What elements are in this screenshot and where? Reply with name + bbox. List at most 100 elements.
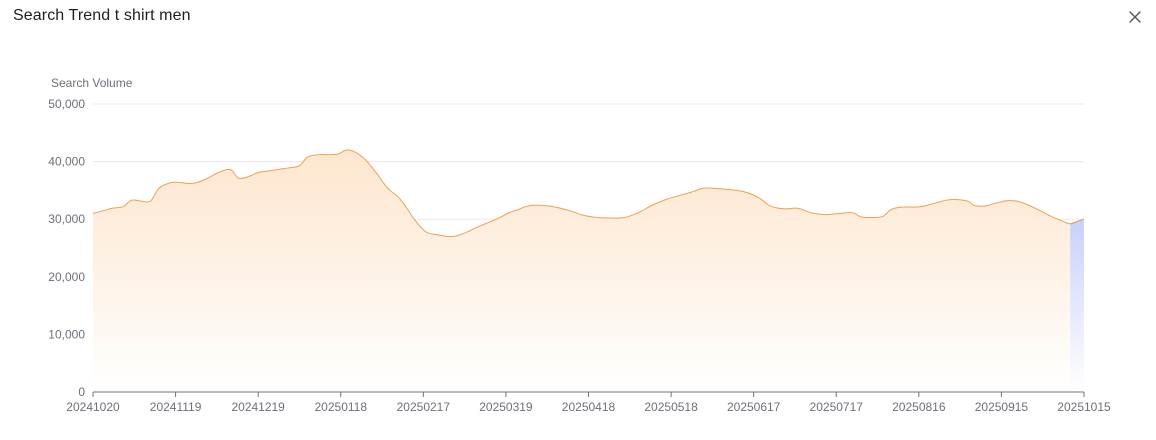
data-point[interactable] bbox=[994, 201, 998, 205]
data-point[interactable] bbox=[966, 199, 970, 203]
data-point[interactable] bbox=[344, 148, 348, 152]
data-point[interactable] bbox=[955, 198, 959, 202]
data-point[interactable] bbox=[474, 226, 478, 230]
data-point[interactable] bbox=[207, 176, 211, 180]
data-point[interactable] bbox=[397, 195, 401, 199]
data-point[interactable] bbox=[757, 196, 761, 200]
data-point[interactable] bbox=[881, 214, 885, 218]
close-icon bbox=[1129, 11, 1141, 23]
data-point[interactable] bbox=[248, 174, 252, 178]
data-point[interactable] bbox=[650, 203, 654, 207]
data-point[interactable] bbox=[595, 215, 599, 219]
data-point[interactable] bbox=[187, 181, 191, 185]
y-tick-label: 0 bbox=[78, 385, 85, 399]
data-point[interactable] bbox=[922, 204, 926, 208]
data-point[interactable] bbox=[91, 211, 95, 215]
data-point[interactable] bbox=[353, 150, 357, 154]
data-point[interactable] bbox=[496, 217, 500, 221]
data-point[interactable] bbox=[485, 221, 489, 225]
data-point[interactable] bbox=[622, 215, 626, 219]
data-point[interactable] bbox=[837, 211, 841, 215]
data-point[interactable] bbox=[567, 209, 571, 213]
data-point[interactable] bbox=[730, 188, 734, 192]
data-point[interactable] bbox=[229, 168, 233, 172]
data-point[interactable] bbox=[540, 203, 544, 207]
data-point[interactable] bbox=[386, 186, 390, 190]
data-point[interactable] bbox=[900, 205, 904, 209]
data-point[interactable] bbox=[1016, 199, 1020, 203]
x-tick-label: 20250319 bbox=[479, 400, 533, 414]
data-point[interactable] bbox=[870, 215, 874, 219]
data-point[interactable] bbox=[1038, 209, 1042, 213]
data-point[interactable] bbox=[149, 199, 153, 203]
data-point[interactable] bbox=[375, 171, 379, 175]
data-point[interactable] bbox=[553, 205, 557, 209]
data-point[interactable] bbox=[716, 187, 720, 191]
data-point[interactable] bbox=[176, 180, 180, 184]
data-point[interactable] bbox=[218, 170, 222, 174]
data-point[interactable] bbox=[851, 211, 855, 215]
data-point[interactable] bbox=[306, 155, 310, 159]
data-point[interactable] bbox=[526, 204, 530, 208]
data-point[interactable] bbox=[267, 169, 271, 173]
data-point[interactable] bbox=[286, 166, 290, 170]
data-point[interactable] bbox=[424, 230, 428, 234]
data-point[interactable] bbox=[110, 206, 114, 210]
data-point[interactable] bbox=[157, 186, 161, 190]
data-point[interactable] bbox=[1005, 199, 1009, 203]
data-point[interactable] bbox=[446, 234, 450, 238]
data-point[interactable] bbox=[465, 230, 469, 234]
close-button[interactable] bbox=[1124, 6, 1146, 28]
y-tick-label: 50,000 bbox=[48, 97, 85, 111]
x-tick-label: 20250118 bbox=[315, 400, 368, 414]
data-point[interactable] bbox=[972, 203, 976, 207]
data-point[interactable] bbox=[405, 206, 409, 210]
data-point[interactable] bbox=[889, 207, 893, 211]
data-point[interactable] bbox=[823, 213, 827, 217]
data-point[interactable] bbox=[364, 158, 368, 162]
data-point[interactable] bbox=[933, 201, 937, 205]
data-point[interactable] bbox=[636, 211, 640, 215]
data-point[interactable] bbox=[297, 164, 301, 168]
data-point[interactable] bbox=[743, 190, 747, 194]
x-tick-label: 20241219 bbox=[231, 400, 285, 414]
data-point[interactable] bbox=[413, 218, 417, 222]
data-point[interactable] bbox=[914, 205, 918, 209]
data-point[interactable] bbox=[691, 190, 695, 194]
data-point[interactable] bbox=[702, 186, 706, 190]
data-point[interactable] bbox=[168, 181, 172, 185]
data-point[interactable] bbox=[796, 206, 800, 210]
data-point[interactable] bbox=[809, 211, 813, 215]
data-point[interactable] bbox=[944, 198, 948, 202]
data-point[interactable] bbox=[664, 198, 668, 202]
data-point[interactable] bbox=[336, 152, 340, 156]
data-point[interactable] bbox=[196, 180, 200, 184]
data-point[interactable] bbox=[515, 208, 519, 212]
data-point[interactable] bbox=[768, 204, 772, 208]
data-point[interactable] bbox=[1049, 214, 1053, 218]
data-point[interactable] bbox=[102, 209, 106, 213]
data-point[interactable] bbox=[256, 171, 260, 175]
data-point[interactable] bbox=[1027, 203, 1031, 207]
data-point[interactable] bbox=[130, 198, 134, 202]
data-point[interactable] bbox=[581, 213, 585, 217]
data-point[interactable] bbox=[454, 234, 458, 238]
data-point[interactable] bbox=[1076, 219, 1080, 223]
data-point[interactable] bbox=[983, 204, 987, 208]
data-point[interactable] bbox=[859, 215, 863, 219]
data-point[interactable] bbox=[782, 207, 786, 211]
data-point[interactable] bbox=[507, 211, 511, 215]
data-point[interactable] bbox=[317, 153, 321, 157]
data-point[interactable] bbox=[328, 153, 332, 157]
data-point[interactable] bbox=[677, 194, 681, 198]
x-tick-label: 20250915 bbox=[975, 400, 1029, 414]
data-point[interactable] bbox=[609, 216, 613, 220]
data-point[interactable] bbox=[1068, 222, 1072, 226]
data-point[interactable] bbox=[141, 199, 145, 203]
data-point[interactable] bbox=[1082, 217, 1086, 221]
data-point[interactable] bbox=[121, 205, 125, 209]
data-point[interactable] bbox=[1060, 219, 1064, 223]
data-point[interactable] bbox=[435, 233, 439, 237]
data-point[interactable] bbox=[237, 176, 241, 180]
data-point[interactable] bbox=[278, 167, 282, 171]
